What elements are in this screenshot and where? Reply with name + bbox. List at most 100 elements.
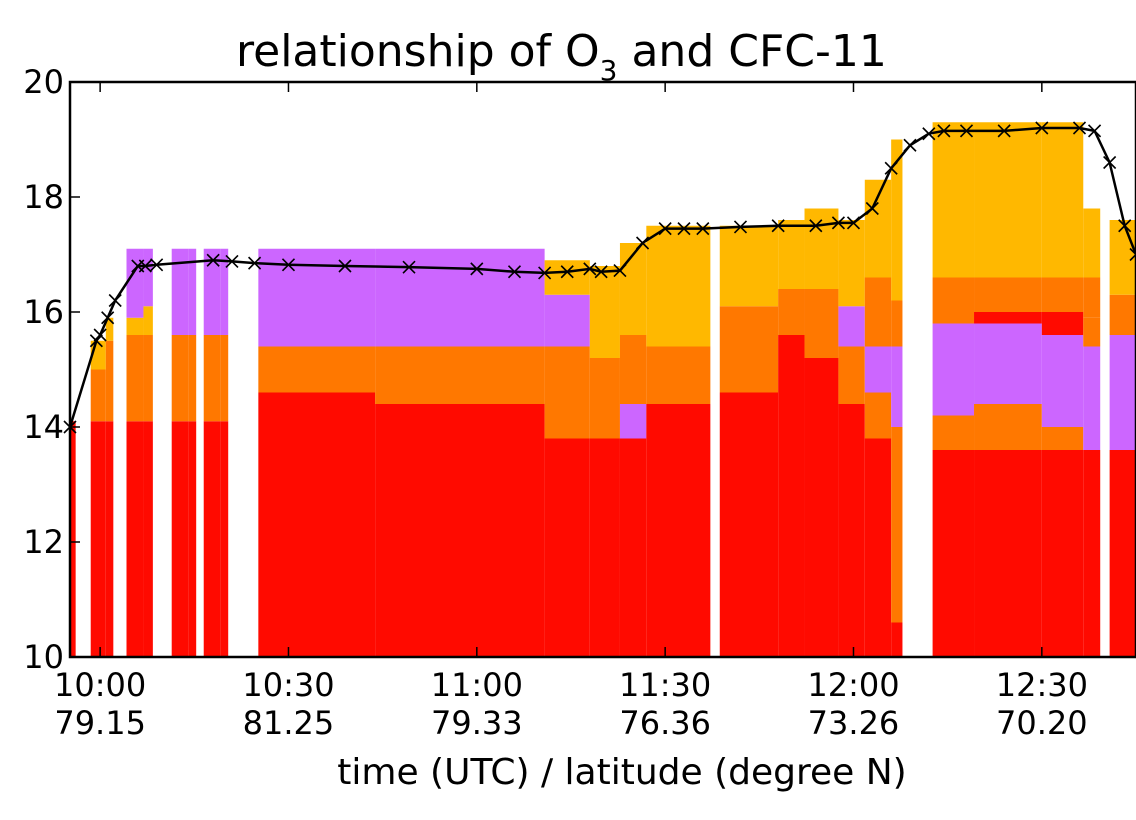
- heatmap-cell-11-3: [544, 260, 590, 295]
- chart-title-main: relationship of O: [236, 26, 600, 77]
- heatmap-cell-2-1: [105, 340, 114, 422]
- heatmap-cell-24-4: [1083, 208, 1101, 278]
- heatmap-cell-13-2: [619, 335, 647, 404]
- heatmap-cell-18-0: [838, 404, 865, 657]
- x-axis-label: time (UTC) / latitude (degree N): [337, 752, 906, 793]
- series-point: [108, 293, 122, 308]
- heatmap-cell-11-0: [544, 438, 590, 657]
- heatmap-cell-12-0: [589, 438, 620, 657]
- heatmap-cell-3-0: [126, 421, 144, 657]
- chart-title-tail: and CFC-11: [617, 26, 886, 77]
- heatmap-cells: [70, 122, 1136, 657]
- heatmap-cell-23-2: [1041, 335, 1084, 427]
- heatmap-cell-16-0: [778, 335, 805, 657]
- series-point: [1035, 121, 1049, 135]
- series-point: [922, 127, 936, 141]
- heatmap-cell-19-3: [864, 277, 892, 347]
- heatmap-cell-15-0: [719, 392, 779, 657]
- heatmap-cell-11-1: [544, 346, 590, 439]
- heatmap-cell-3-2: [126, 317, 144, 335]
- heatmap-cell-8-2: [220, 248, 229, 335]
- series-point: [696, 222, 710, 236]
- heatmap-cell-20-1: [891, 427, 903, 623]
- x-tick-latitude-label: 76.36: [619, 704, 711, 742]
- heatmap-cell-11-2: [544, 294, 590, 347]
- heatmap-cell-22-5: [974, 122, 1042, 278]
- x-tick-time-label: 12:00: [807, 666, 899, 704]
- series-point: [281, 258, 296, 272]
- x-tick-time-label: 12:30: [996, 666, 1088, 704]
- series-point: [846, 216, 861, 230]
- heatmap-cell-10-1: [375, 346, 545, 404]
- heatmap-cell-23-5: [1041, 122, 1084, 278]
- plot-frame: [68, 80, 1136, 659]
- heatmap-cell-5-0: [171, 421, 189, 657]
- heatmap-cell-6-0: [188, 421, 197, 657]
- heatmap-cell-12-1: [589, 358, 620, 439]
- heatmap-cell-10-0: [375, 404, 545, 657]
- heatmap-cell-8-0: [220, 421, 229, 657]
- series-point: [809, 219, 823, 233]
- heatmap-cell-23-0: [1041, 450, 1084, 657]
- series-point: [89, 334, 103, 348]
- heatmap-cell-22-3: [974, 312, 1042, 324]
- series-point: [937, 124, 951, 138]
- series-line: [63, 121, 1136, 434]
- heatmap-cell-21-4: [932, 122, 975, 278]
- heatmap-cell-16-2: [778, 220, 805, 289]
- heatmap-cell-15-2: [719, 225, 779, 307]
- heatmap-cell-19-1: [864, 392, 892, 439]
- heatmap-cell-23-3: [1041, 312, 1084, 335]
- series-point: [538, 266, 552, 280]
- heatmap-cell-16-1: [778, 289, 805, 335]
- heatmap-cell-21-3: [932, 277, 975, 324]
- heatmap-cell-20-3: [891, 300, 903, 347]
- heatmap-cell-14-0: [646, 404, 711, 657]
- heatmap-cell-24-1: [1083, 346, 1101, 450]
- heatmap-cell-22-4: [974, 277, 1042, 312]
- heatmap-cell-12-2: [589, 266, 620, 358]
- heatmap-cell-9-0: [258, 392, 376, 657]
- series-point: [1072, 121, 1087, 135]
- series-point: [997, 124, 1011, 138]
- heatmap-cell-7-2: [203, 248, 221, 335]
- heatmap-cell-17-0: [804, 358, 839, 657]
- series-point: [865, 201, 879, 216]
- chart-title: relationship of O3 and CFC-11: [236, 26, 887, 87]
- x-tick-latitude-label: 79.15: [54, 704, 146, 742]
- heatmap-cell-24-0: [1083, 450, 1101, 657]
- heatmap-cell-21-0: [932, 450, 975, 657]
- series-point: [884, 161, 898, 175]
- heatmap-cell-25-2: [1109, 294, 1136, 335]
- heatmap-cell-9-1: [258, 346, 376, 393]
- heatmap-cell-10-2: [375, 248, 545, 347]
- series-point: [560, 265, 574, 279]
- heatmap-cell-18-3: [838, 220, 865, 307]
- x-tick-time-label: 10:30: [242, 666, 334, 704]
- heatmap-cell-25-3: [1109, 220, 1136, 295]
- series-point: [470, 262, 484, 276]
- series-point: [613, 264, 627, 278]
- heatmap-cell-21-1: [932, 415, 975, 450]
- series-point: [402, 260, 416, 274]
- heatmap-cell-22-2: [974, 323, 1042, 404]
- heatmap-cell-23-4: [1041, 277, 1084, 312]
- heatmap-cell-1-0: [90, 421, 106, 657]
- series-point: [248, 256, 262, 270]
- series-point: [138, 259, 152, 273]
- heatmap-cell-8-1: [220, 335, 229, 422]
- heatmap-cell-20-4: [891, 139, 903, 301]
- series-point: [677, 222, 691, 236]
- x-tick-latitude-label: 79.33: [431, 704, 523, 742]
- series-point: [225, 254, 239, 268]
- series-point: [583, 262, 597, 276]
- heatmap-cell-6-1: [188, 335, 197, 422]
- series-point: [1129, 247, 1136, 262]
- heatmap-cell-13-1: [619, 404, 647, 439]
- heatmap-cell-13-0: [619, 438, 647, 657]
- series-point: [771, 219, 785, 233]
- series-point: [733, 220, 748, 234]
- heatmap-cell-5-1: [171, 335, 189, 422]
